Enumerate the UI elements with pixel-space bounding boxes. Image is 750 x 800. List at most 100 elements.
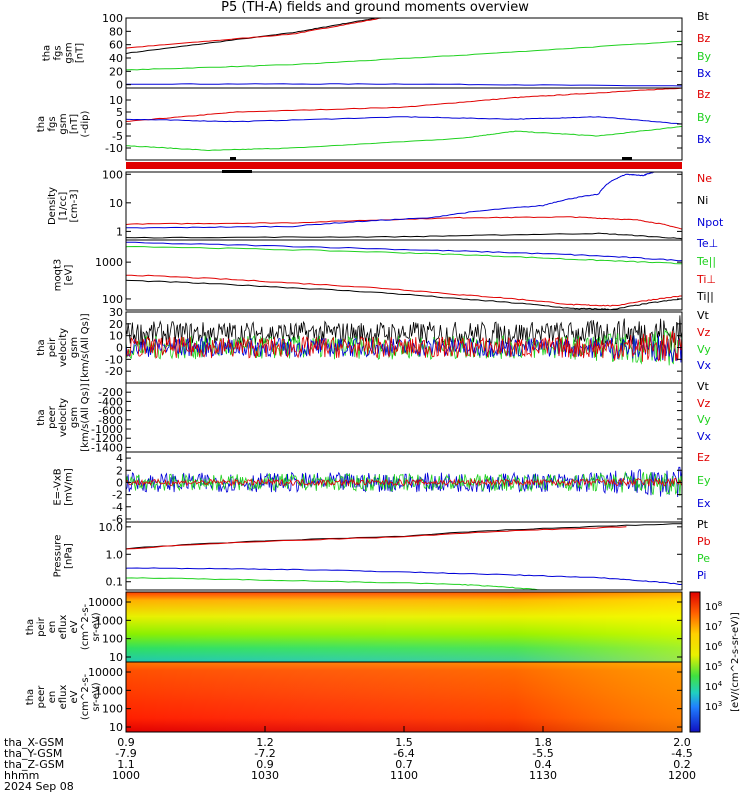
- ephem-y: -6.4: [393, 747, 414, 760]
- legend-Ex: Ex: [697, 497, 711, 510]
- ylabel-line: peer: [47, 405, 58, 429]
- status-bar: [126, 162, 682, 169]
- ephem-hhmm: 1030: [251, 769, 279, 782]
- series-Bz: [125, 87, 683, 122]
- colorbar-tick: 106: [705, 640, 723, 653]
- series-Ez: [125, 477, 683, 488]
- ytick-label: -1200: [91, 432, 123, 445]
- ephem-hhmm: 1100: [390, 769, 418, 782]
- panel-frame: [125, 239, 683, 311]
- ytick-label: 100: [102, 633, 123, 646]
- ytick-label: 4: [116, 452, 123, 465]
- legend-Pt: Pt: [697, 518, 709, 531]
- ylabel-line: tha: [25, 689, 36, 705]
- ephem-y: -7.2: [254, 747, 275, 760]
- ylabel-line: tha: [36, 339, 47, 355]
- ytick-label: 1: [116, 225, 123, 238]
- legend-Vx: Vx: [697, 359, 712, 372]
- panel-frame: [125, 521, 683, 591]
- colorbar: [689, 591, 701, 733]
- ylabel-line: velocity: [58, 328, 69, 367]
- ytick-label: 80: [109, 25, 123, 38]
- ylabel-line: en: [47, 621, 58, 634]
- ytick-label: 10: [109, 721, 123, 734]
- legend-Vy: Vy: [697, 413, 711, 426]
- legend-Bx: Bx: [697, 67, 712, 80]
- legend-Npot: Npot: [697, 216, 724, 229]
- ytick-label: -5: [112, 130, 123, 143]
- ytick-label: 20: [109, 318, 123, 331]
- panel-5: [125, 311, 683, 384]
- ytick-label: 20: [109, 65, 123, 78]
- ephem-x: 1.5: [395, 736, 413, 749]
- ylabel-line: [nPa]: [64, 543, 75, 569]
- ylabel-line: fgs: [53, 45, 64, 60]
- ylabel-line: [km/s(All Qs)]: [80, 383, 91, 451]
- ephem-z: 1.1: [117, 758, 135, 771]
- ephem-hhmm: 1130: [529, 769, 557, 782]
- panel-2: [125, 87, 683, 161]
- legend-Bt: Bt: [697, 10, 710, 23]
- ytick-label: -10: [105, 142, 123, 155]
- series-Pb: [125, 526, 627, 550]
- panel-frame: [125, 87, 683, 161]
- ylabel-line: [km/s(All Qs)]: [80, 313, 91, 381]
- ylabel-line: gsm: [69, 407, 80, 428]
- panel-9: [125, 591, 683, 663]
- ylabel-line: gsm: [58, 113, 69, 134]
- legend-Ti||: Ti||: [696, 290, 714, 303]
- panel-frame: [125, 382, 683, 453]
- ephem-z: 0.4: [534, 758, 552, 771]
- series-Te⊥: [126, 241, 683, 262]
- ytick-label: -20: [105, 365, 123, 378]
- ytick-label: -800: [98, 414, 123, 427]
- panel-1: [125, 17, 683, 89]
- ytick-label: 40: [109, 52, 123, 65]
- ytick-label: -2: [112, 489, 123, 502]
- ephem-x: 1.8: [534, 736, 552, 749]
- series-Pi: [125, 567, 683, 586]
- colorbar-label: [eV/(cm^2-s-sr-eV)]: [730, 612, 741, 712]
- legend-Ni: Ni: [697, 194, 708, 207]
- ytick-label: 30: [109, 306, 123, 319]
- ylabel-line: gsm: [64, 42, 75, 63]
- plot-date: 2024 Sep 08: [4, 780, 74, 793]
- series-Bt: [125, 17, 377, 55]
- ylabel-line: [nT]: [75, 43, 86, 63]
- ytick-label: 1000: [95, 684, 123, 697]
- ephem-label: tha_X-GSM: [4, 736, 64, 749]
- ylabel-line: peir: [36, 616, 47, 636]
- ylabel-line: en: [47, 691, 58, 704]
- colorbar-tick: 105: [705, 660, 722, 673]
- ytick-label: 1000: [95, 614, 123, 627]
- ephem-x: 0.9: [117, 736, 135, 749]
- series-Bz: [125, 17, 382, 49]
- ylabel-line: [eV]: [64, 265, 75, 286]
- ytick-label: -1400: [91, 441, 123, 454]
- panel-6: [125, 382, 683, 453]
- ylabel-line: Density: [47, 187, 58, 225]
- colorbar-tick: 108: [705, 600, 722, 613]
- ephem-label: tha_Y-GSM: [4, 747, 62, 760]
- ylabel-line: gsm: [69, 337, 80, 358]
- legend-Pb: Pb: [697, 535, 711, 548]
- ephem-z: 0.7: [395, 758, 413, 771]
- ylabel-line: peir: [47, 337, 58, 357]
- legend-Vt: Vt: [697, 380, 710, 393]
- ylabel-line: eflux: [58, 615, 69, 640]
- ytick-label: -400: [98, 395, 123, 408]
- ytick-label: -1000: [91, 423, 123, 436]
- ylabel-line: [nT]: [69, 114, 80, 134]
- legend-Vx: Vx: [697, 430, 712, 443]
- ephem-y: -4.5: [671, 747, 692, 760]
- ytick-label: 60: [109, 39, 123, 52]
- series-Bx: [125, 83, 683, 87]
- ytick-label: 10.0: [99, 521, 124, 534]
- ytick-label: 10: [109, 94, 123, 107]
- legend-Bx: Bx: [697, 133, 712, 146]
- ylabel-line: sr-eV): [91, 612, 102, 641]
- ylabel-line: eV: [69, 620, 80, 633]
- ytick-label: -200: [98, 386, 123, 399]
- legend-Ne: Ne: [697, 172, 712, 185]
